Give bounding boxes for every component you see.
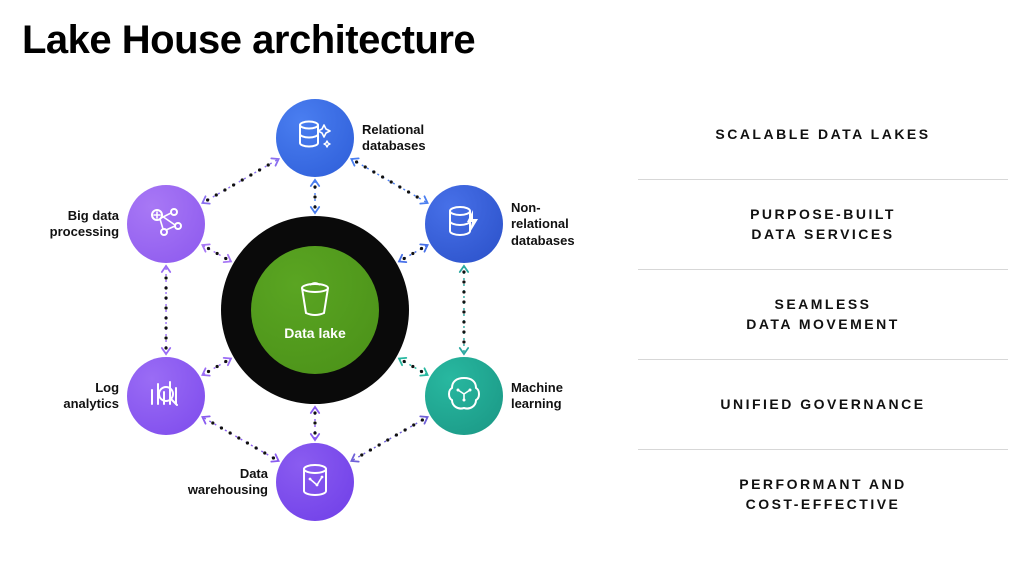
graph-plus-icon xyxy=(144,200,188,249)
feature-item-3: UNIFIED GOVERNANCE xyxy=(638,360,1008,450)
node-label-nonrelational: Non- relational databases xyxy=(511,200,601,249)
feature-item-2: SEAMLESS DATA MOVEMENT xyxy=(638,270,1008,360)
node-relational xyxy=(276,99,354,177)
center-node-datalake: Data lake xyxy=(251,246,379,374)
node-ml xyxy=(425,357,503,435)
architecture-diagram: Data lake Relational databases Non- rela… xyxy=(20,75,590,555)
node-label-warehouse: Data warehousing xyxy=(178,466,268,499)
node-label-ml: Machine learning xyxy=(511,380,601,413)
features-list: SCALABLE DATA LAKESPURPOSE-BUILT DATA SE… xyxy=(638,90,1008,540)
node-log xyxy=(127,357,205,435)
bucket-icon xyxy=(295,279,335,319)
feature-item-4: PERFORMANT AND COST-EFFECTIVE xyxy=(638,450,1008,540)
node-warehouse xyxy=(276,443,354,521)
center-label: Data lake xyxy=(284,325,345,341)
node-nonrelational xyxy=(425,185,503,263)
brain-icon xyxy=(442,372,486,421)
feature-item-0: SCALABLE DATA LAKES xyxy=(638,90,1008,180)
node-label-bigdata: Big data processing xyxy=(29,208,119,241)
bars-lens-icon xyxy=(144,372,188,421)
node-bigdata xyxy=(127,185,205,263)
page-title: Lake House architecture xyxy=(22,18,475,63)
db-sparkle-icon xyxy=(294,115,336,162)
node-label-relational: Relational databases xyxy=(362,122,452,155)
db-bolt-icon xyxy=(443,201,485,248)
cylinder-chart-icon xyxy=(294,459,336,506)
node-label-log: Log analytics xyxy=(29,380,119,413)
feature-item-1: PURPOSE-BUILT DATA SERVICES xyxy=(638,180,1008,270)
